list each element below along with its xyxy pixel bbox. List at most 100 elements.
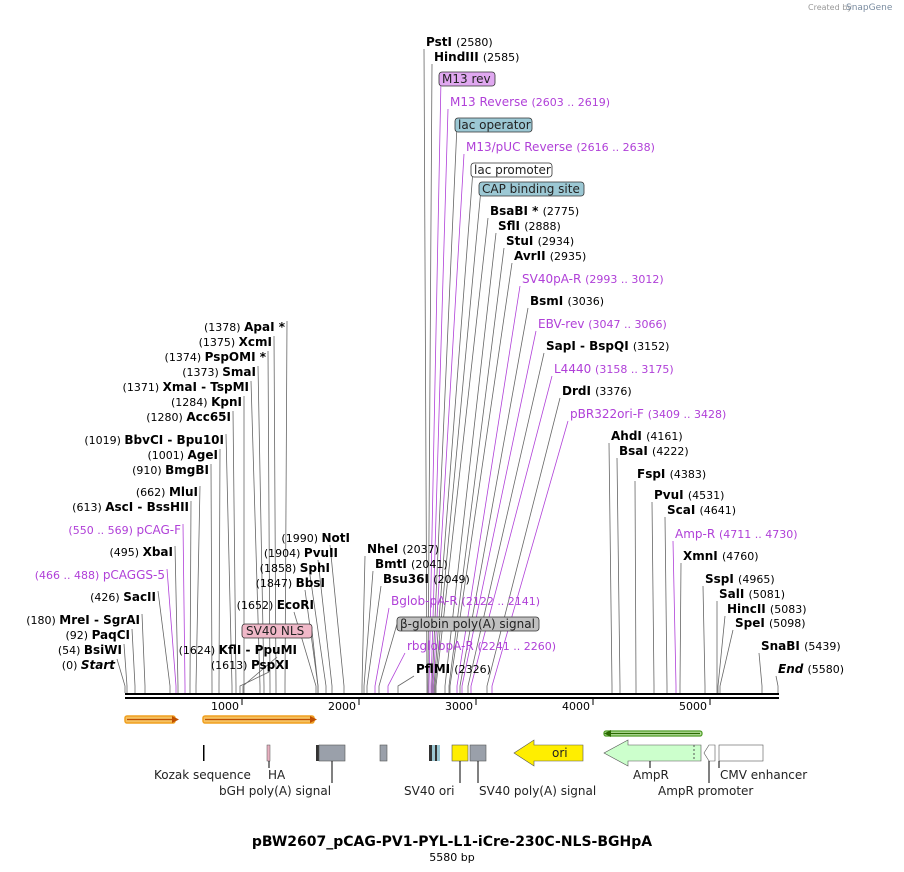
- lac-operator-label: lac operator: [458, 118, 531, 132]
- leader-snabi: [758, 652, 763, 693]
- ruler-tick-label: 1000: [211, 700, 239, 713]
- site-label-pcaggs-5: (466 .. 488) pCAGGS-5: [35, 568, 165, 582]
- site-labels: (1378) ApaI *(1375) XcmI(1374) PspOMI *(…: [26, 35, 844, 676]
- site-label-pvuii: (1904) PvuII: [264, 546, 338, 560]
- leader-bbvci-bpu10i: [225, 433, 233, 693]
- leader-bmti: [363, 570, 374, 693]
- nls-mark: [316, 745, 319, 761]
- site-label-paqci: (92) PaqCI: [65, 628, 130, 642]
- bgh-label: bGH poly(A) signal: [219, 784, 331, 798]
- ampr-promoter-label: AmpR promoter: [658, 784, 753, 798]
- m13-rev-label: M13 rev: [442, 72, 491, 86]
- site-label-mrei-sgrai: (180) MreI - SgrAI: [26, 613, 140, 627]
- site-label-hindiii: HindIII (2585): [434, 50, 519, 64]
- leader-ahdi: [608, 442, 613, 693]
- ha-mark: [266, 744, 271, 762]
- leader-xmni: [679, 562, 682, 693]
- site-label-sv40pa-r: SV40pA-R (2993 .. 3012): [522, 272, 664, 286]
- site-label-sacii: (426) SacII: [90, 590, 156, 604]
- leader-start: [116, 658, 126, 693]
- leader-pspomi: [267, 350, 271, 693]
- ruler-tick-label: 3000: [445, 700, 473, 713]
- site-label-bsu36i: Bsu36I (2049): [383, 572, 470, 586]
- leader-bsmi: [459, 307, 529, 693]
- site-label-sali: SalI (5081): [719, 587, 785, 601]
- sv40-polya-box: [469, 744, 487, 762]
- leader-l4440: [470, 375, 553, 693]
- ruler-tick-label: 4000: [562, 700, 590, 713]
- leader-hincii: [717, 615, 726, 693]
- backbone-bottom-strand: [125, 697, 779, 699]
- leader-bsai: [616, 457, 621, 693]
- leader-bglob-pa-r: [374, 607, 390, 693]
- site-label-pflmi: PflMI (2326): [416, 662, 491, 676]
- site-label-l4440: L4440 (3158 .. 3175): [554, 362, 674, 376]
- globin-polya-label: β-globin poly(A) signal: [400, 617, 535, 631]
- leader-bsu36i: [366, 585, 382, 693]
- site-label-drdi: DrdI (3376): [562, 384, 632, 398]
- leader-globin-box: [378, 623, 398, 693]
- site-label-pbr322ori-f: pBR322ori-F (3409 .. 3428): [570, 407, 726, 421]
- site-label-sphi: (1858) SphI: [260, 561, 330, 575]
- site-label-m13-puc-reverse: M13/pUC Reverse (2616 .. 2638): [466, 140, 655, 154]
- leader-pcaggs-5: [166, 568, 177, 693]
- site-label-bbvci-bpu10i: (1019) BbvCI - Bpu10I: [84, 433, 224, 447]
- credit-prefix: Created by: [808, 3, 852, 12]
- kozak-label: Kozak sequence: [154, 768, 251, 782]
- site-label-bmgbi: (910) BmgBI: [132, 463, 209, 477]
- site-label-noti: (1990) NotI: [281, 531, 350, 545]
- leader-sspi: [702, 585, 706, 693]
- site-label-rbglobpa-r: rbglobpA-R (2241 .. 2260): [407, 639, 556, 653]
- primer-arrow-cag: [202, 715, 317, 724]
- ori-label: ori: [552, 746, 568, 760]
- leader-scai: [664, 516, 668, 693]
- site-label-bmti: BmtI (2041): [375, 557, 448, 571]
- ampr-label: AmpR: [633, 768, 669, 782]
- cmv-label: CMV enhancer: [720, 768, 807, 782]
- site-label-spei: SpeI (5098): [735, 616, 806, 630]
- site-label-xmai-tspmi: (1371) XmaI - TspMI: [123, 380, 249, 394]
- leader-bmgbi: [210, 463, 213, 693]
- credit-brand: SnapGene: [846, 3, 893, 13]
- lac-promoter-label: lac promoter: [474, 163, 551, 177]
- leader-m13-puc-reverse: [432, 153, 465, 693]
- sv40-nls-box: [241, 623, 313, 639]
- site-label-start: (0) Start: [62, 658, 116, 672]
- ruler: 1000 2000 3000 4000 5000: [211, 699, 711, 713]
- ampr-promoter-arrow: [703, 744, 716, 762]
- site-label-snabi: SnaBI (5439): [761, 639, 841, 653]
- leader-bsiwi: [123, 643, 128, 693]
- ori-arrow: [513, 739, 584, 767]
- site-label-scai: ScaI (4641): [667, 503, 736, 517]
- site-label-smai: (1373) SmaI: [182, 365, 256, 379]
- leader-m13-reverse: [430, 108, 449, 693]
- site-label-xcmi: (1375) XcmI: [199, 335, 272, 349]
- site-label-pspxi: (1613) PspXI: [211, 658, 289, 672]
- leader-noti: [329, 544, 345, 693]
- leader-mrei-sgrai: [141, 613, 146, 693]
- leader-smai: [257, 365, 265, 693]
- globin-polya-box: [396, 616, 540, 632]
- bgh-polya-box: [318, 744, 346, 762]
- site-label-ecori: (1652) EcoRI: [237, 598, 314, 612]
- leader-psti: [423, 48, 428, 693]
- leader-pvui: [651, 501, 655, 693]
- leader-apai: [284, 320, 288, 693]
- plasmid-length: 5580 bp: [429, 851, 474, 864]
- leader-xbai: [174, 545, 179, 693]
- leader-bsabi: [435, 217, 489, 693]
- leader-pspxi: [239, 671, 270, 693]
- site-label-end: End (5580): [778, 662, 844, 676]
- site-label-kfli-ppumi: (1624) KflI - PpuMI: [179, 643, 297, 657]
- site-label-ebv-rev: EBV-rev (3047 .. 3066): [538, 317, 667, 331]
- ruler-tick-label: 5000: [679, 700, 707, 713]
- leader-sfli: [444, 232, 497, 693]
- leader-amp-r: [672, 540, 677, 693]
- site-label-xbai: (495) XbaI: [110, 545, 173, 559]
- site-label-bbsi: (1847) BbsI: [256, 576, 325, 590]
- site-label-hincii: HincII (5083): [727, 602, 807, 616]
- ruler-tick-label: 2000: [328, 700, 356, 713]
- leader-sacii: [157, 590, 171, 693]
- site-label-bsiwi: (54) BsiWI: [58, 643, 122, 657]
